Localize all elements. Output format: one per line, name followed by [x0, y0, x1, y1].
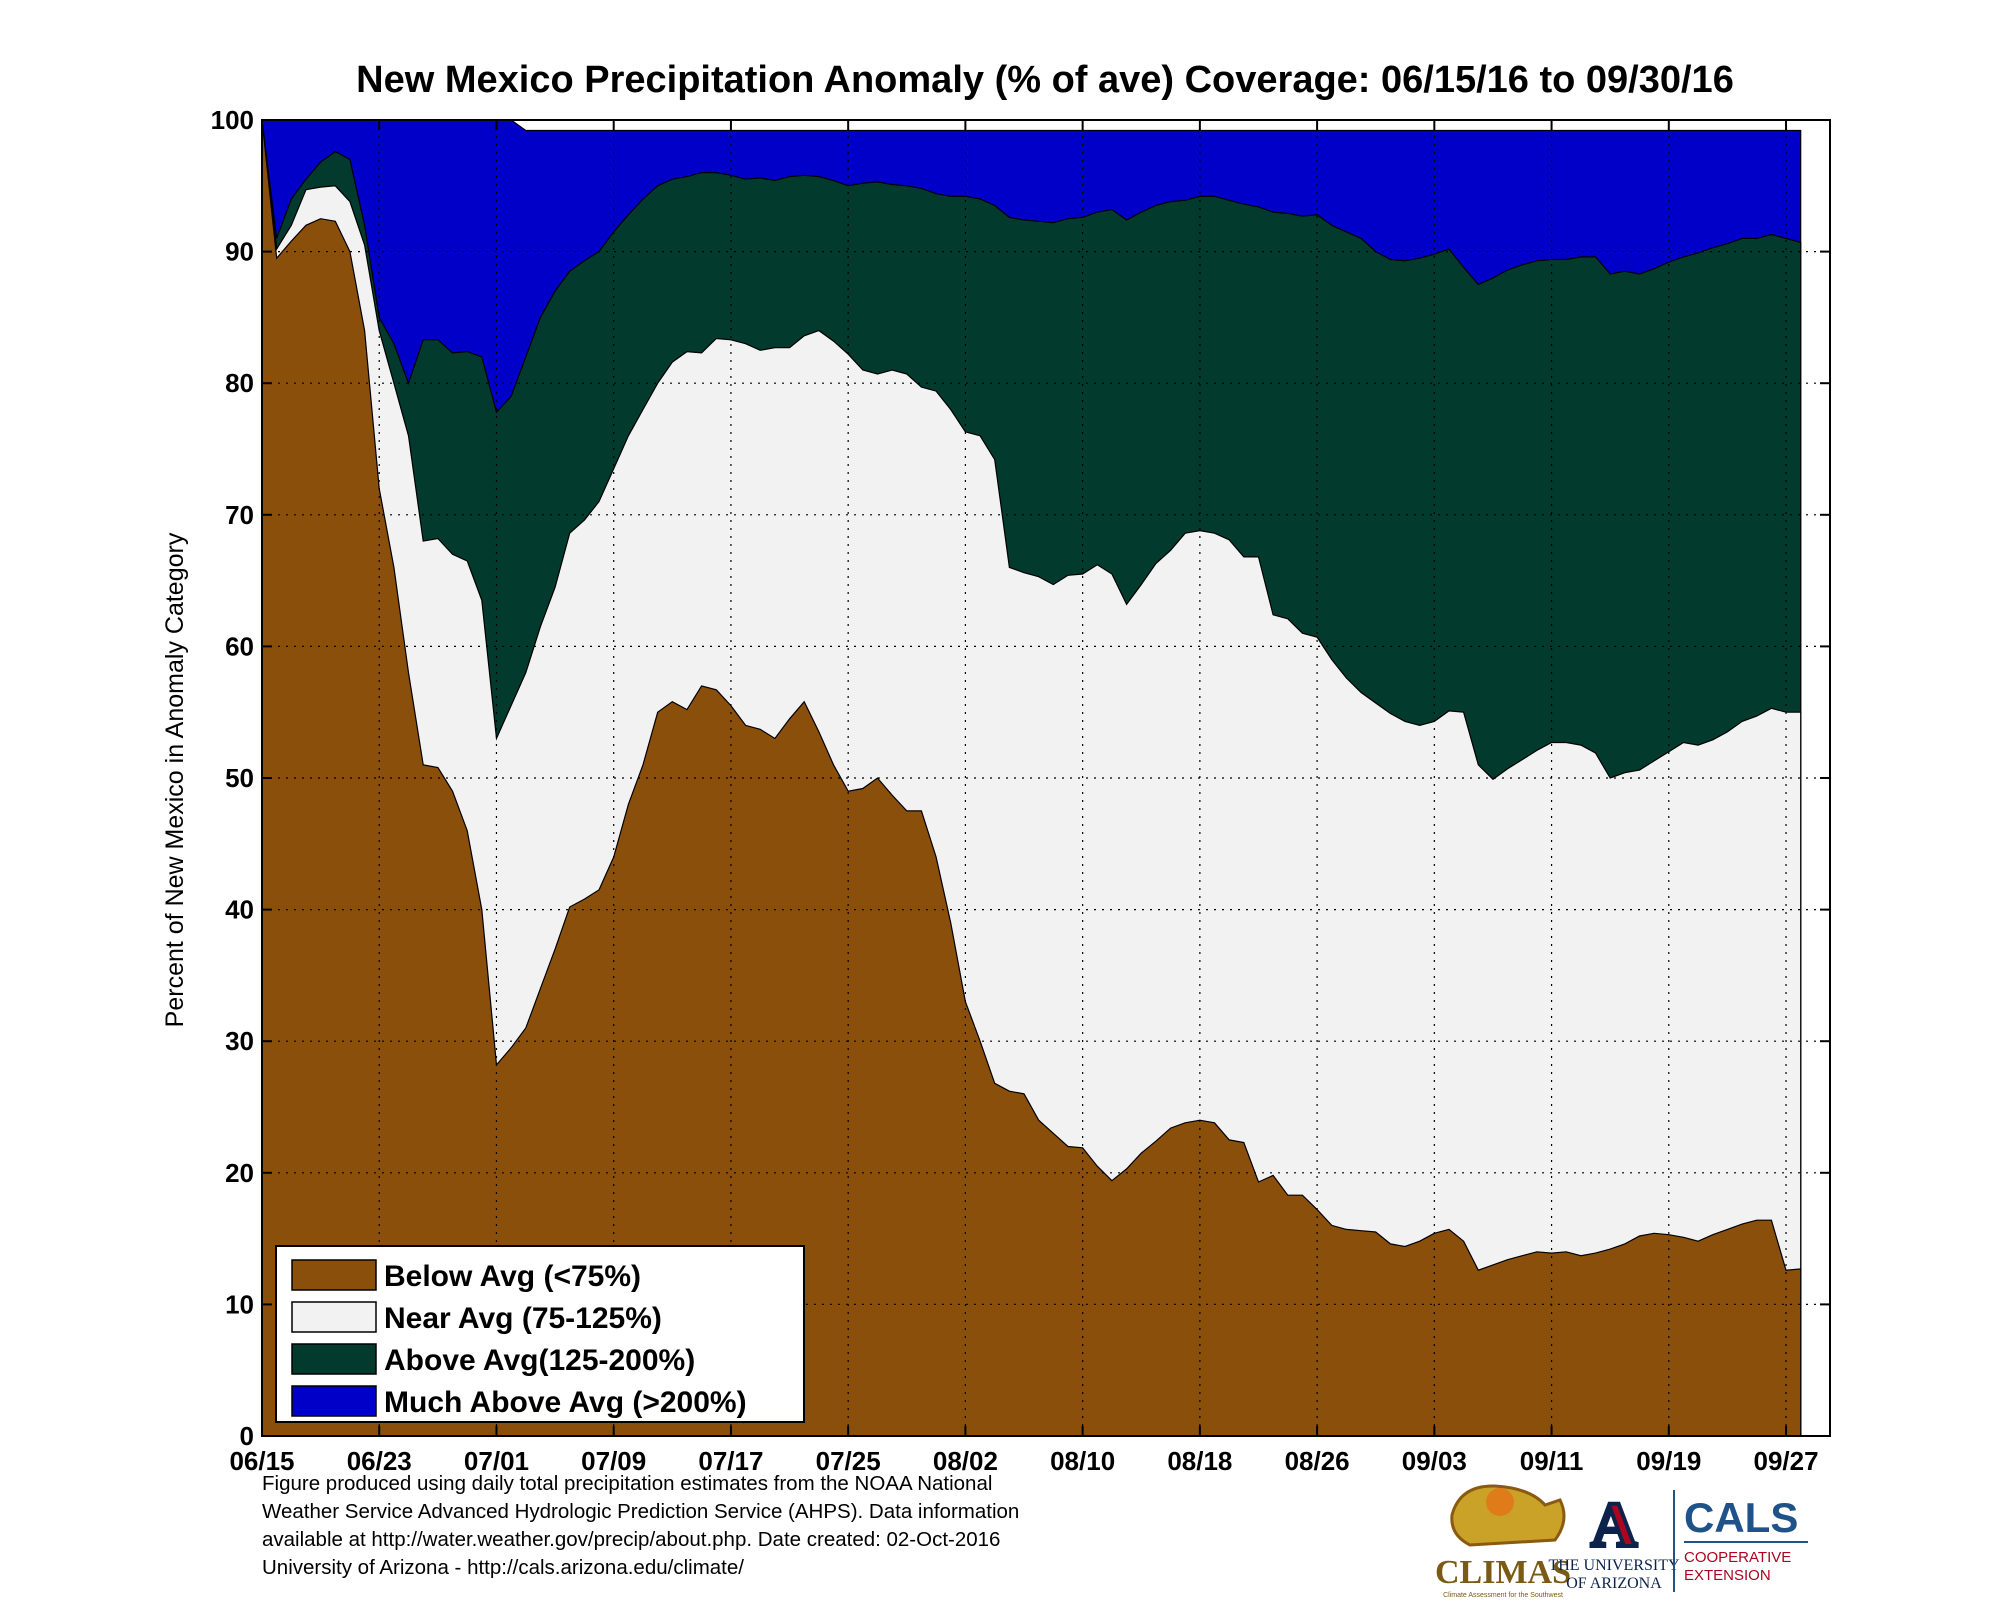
- chart-title: New Mexico Precipitation Anomaly (% of a…: [356, 59, 1734, 101]
- y-tick-label: 80: [225, 368, 254, 398]
- cals-logo-line1: COOPERATIVE: [1684, 1549, 1791, 1566]
- legend-swatch: [291, 1343, 377, 1375]
- x-tick-label: 09/27: [1753, 1446, 1818, 1476]
- x-tick-label: 08/02: [933, 1446, 998, 1476]
- y-tick-label: 50: [225, 763, 254, 793]
- x-tick-label: 09/03: [1402, 1446, 1467, 1476]
- legend-label: Much Above Avg (>200%): [384, 1386, 747, 1419]
- x-tick-label: 09/11: [1520, 1446, 1584, 1476]
- climas-logo-text: CLIMAS: [1435, 1554, 1571, 1591]
- y-tick-label: 20: [225, 1158, 254, 1188]
- climas-emblem-icon: [1450, 1484, 1566, 1547]
- y-tick-label: 40: [225, 895, 254, 925]
- y-tick-label: 70: [225, 500, 254, 530]
- axes: 0 10 20 30 40 50 60 70 80 90 100 06/15 06/23 07/01 07/…: [211, 105, 1831, 1476]
- footnote-line-4: University of Arizona - http://cals.ariz…: [262, 1556, 744, 1579]
- university-of-arizona-logo: A THE UNIVERSITY OF ARIZONA: [1548, 1487, 1680, 1592]
- legend-swatch: [291, 1301, 377, 1333]
- ua-block-a-outline: [1585, 1490, 1643, 1548]
- footnote-line-2: Weather Service Advanced Hydrologic Pred…: [262, 1500, 1020, 1523]
- cals-logo-line2: EXTENSION: [1684, 1567, 1771, 1584]
- x-tick-label: 08/10: [1050, 1446, 1115, 1476]
- legend-label: Below Avg (<75%): [384, 1260, 641, 1293]
- y-axis-label: Percent of New Mexico in Anomaly Categor…: [161, 532, 189, 1027]
- footnote-line-1: Figure produced using daily total precip…: [262, 1472, 993, 1495]
- x-tick-label: 06/23: [347, 1446, 412, 1476]
- climas-sun-icon: [1486, 1488, 1514, 1516]
- ua-logo-line1: THE UNIVERSITY: [1548, 1557, 1680, 1574]
- legend: Below Avg (<75%) Near Avg (75-125%) Above …: [275, 1245, 805, 1423]
- x-tick-label: 07/25: [816, 1446, 881, 1476]
- x-tick-label: 06/15: [229, 1446, 294, 1476]
- footnote-line-3: available at http://water.weather.gov/pr…: [262, 1528, 1001, 1551]
- y-tick-label: 60: [225, 631, 254, 661]
- legend-swatch: [291, 1259, 377, 1291]
- cals-logo: CALS COOPERATIVE EXTENSION: [1684, 1494, 1808, 1584]
- ua-block-a-icon: A: [1591, 1489, 1637, 1560]
- legend-label: Near Avg (75-125%): [384, 1302, 662, 1335]
- cals-logo-text: CALS: [1684, 1494, 1798, 1541]
- y-tick-label: 90: [225, 237, 254, 267]
- figure-footnote: Figure produced using daily total precip…: [262, 1470, 1162, 1582]
- x-tick-label: 08/26: [1285, 1446, 1350, 1476]
- climas-logo: CLIMAS Climate Assessment for the Southw…: [1435, 1484, 1571, 1599]
- y-tick-label: 100: [211, 105, 254, 135]
- area-below-avg-75: [261, 119, 1802, 1437]
- x-tick-label: 09/19: [1636, 1446, 1701, 1476]
- y-tick-label: 30: [225, 1026, 254, 1056]
- climas-logo-subtext: Climate Assessment for the Southwest: [1443, 1592, 1563, 1599]
- y-tick-label: 0: [240, 1421, 254, 1451]
- ua-logo-line2: OF ARIZONA: [1566, 1575, 1662, 1592]
- x-tick-label: 08/18: [1167, 1446, 1232, 1476]
- legend-swatch: [291, 1385, 377, 1417]
- y-tick-label: 10: [225, 1289, 254, 1319]
- x-tick-label: 07/01: [464, 1446, 529, 1476]
- grid-lines: [262, 120, 1830, 1436]
- x-tick-label: 07/09: [581, 1446, 646, 1476]
- x-tick-label: 07/17: [698, 1446, 763, 1476]
- legend-label: Above Avg(125-200%): [384, 1344, 695, 1377]
